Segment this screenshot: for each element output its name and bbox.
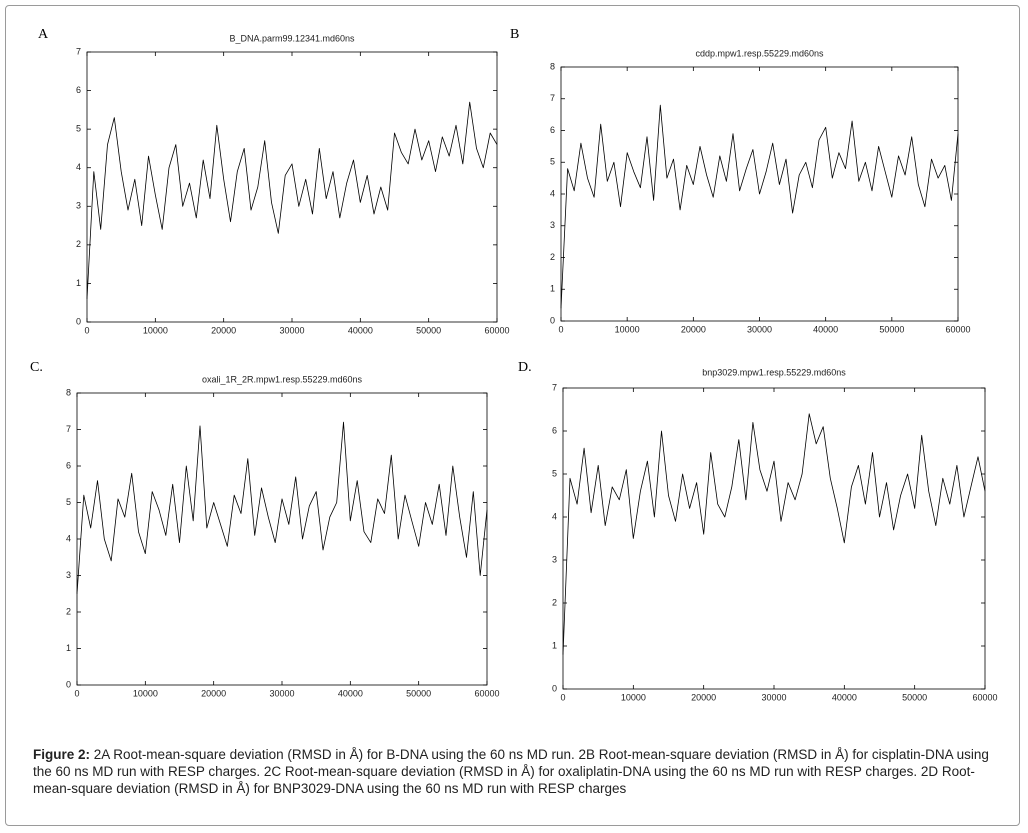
y-tick-label: 8 bbox=[66, 387, 71, 397]
x-tick-label: 20000 bbox=[201, 688, 226, 698]
x-tick-label: 10000 bbox=[143, 325, 168, 335]
y-tick-label: 6 bbox=[76, 85, 81, 95]
series-line bbox=[562, 413, 986, 655]
panel-label: B bbox=[510, 27, 519, 42]
caption-label: Figure 2: bbox=[33, 747, 91, 762]
y-tick-label: 7 bbox=[66, 424, 71, 434]
x-tick-label: 60000 bbox=[474, 688, 499, 698]
y-tick-label: 0 bbox=[76, 316, 81, 326]
figure-frame bbox=[5, 5, 1020, 826]
series-line bbox=[560, 104, 959, 309]
x-tick-label: 50000 bbox=[902, 692, 927, 702]
y-tick-label: 7 bbox=[76, 46, 81, 56]
chart-title: oxali_1R_2R.mpw1.resp.55229.md60ns bbox=[202, 374, 363, 384]
y-tick-label: 3 bbox=[66, 570, 71, 580]
x-tick-label: 10000 bbox=[615, 324, 640, 334]
x-tick-label: 30000 bbox=[269, 688, 294, 698]
y-tick-label: 0 bbox=[552, 683, 557, 693]
x-tick-label: 10000 bbox=[621, 692, 646, 702]
y-tick-label: 4 bbox=[550, 188, 555, 198]
y-tick-label: 1 bbox=[550, 284, 555, 294]
series-line bbox=[86, 101, 498, 299]
y-tick-label: 6 bbox=[66, 460, 71, 470]
y-tick-label: 1 bbox=[76, 278, 81, 288]
x-tick-label: 20000 bbox=[681, 324, 706, 334]
y-tick-label: 2 bbox=[552, 597, 557, 607]
x-tick-label: 10000 bbox=[133, 688, 158, 698]
y-tick-label: 4 bbox=[552, 511, 557, 521]
x-tick-label: 30000 bbox=[761, 692, 786, 702]
chart-title: cddp.mpw1.resp.55229.md60ns bbox=[695, 48, 824, 58]
x-tick-label: 60000 bbox=[945, 324, 970, 334]
y-tick-label: 8 bbox=[550, 61, 555, 71]
panel-label: C. bbox=[30, 360, 43, 375]
x-tick-label: 0 bbox=[74, 688, 79, 698]
plot-frame bbox=[562, 387, 986, 690]
y-tick-label: 3 bbox=[550, 220, 555, 230]
chart-title: bnp3029.mpw1.resp.55229.md60ns bbox=[702, 367, 846, 377]
y-tick-label: 5 bbox=[552, 468, 557, 478]
y-tick-label: 7 bbox=[552, 382, 557, 392]
plot-frame bbox=[76, 392, 488, 686]
y-tick-label: 5 bbox=[550, 157, 555, 167]
x-tick-label: 40000 bbox=[348, 325, 373, 335]
x-tick-label: 0 bbox=[560, 692, 565, 702]
x-tick-label: 50000 bbox=[879, 324, 904, 334]
x-tick-label: 0 bbox=[558, 324, 563, 334]
x-tick-label: 40000 bbox=[813, 324, 838, 334]
caption: Figure 2: 2A Root-mean-square deviation … bbox=[33, 746, 998, 797]
y-tick-label: 5 bbox=[66, 497, 71, 507]
chart-title: B_DNA.parm99.12341.md60ns bbox=[229, 33, 355, 43]
y-tick-label: 0 bbox=[66, 679, 71, 689]
x-tick-label: 20000 bbox=[691, 692, 716, 702]
y-tick-label: 6 bbox=[552, 425, 557, 435]
x-tick-label: 40000 bbox=[338, 688, 363, 698]
x-tick-label: 20000 bbox=[211, 325, 236, 335]
y-tick-label: 2 bbox=[550, 252, 555, 262]
x-tick-label: 0 bbox=[84, 325, 89, 335]
y-tick-label: 4 bbox=[76, 162, 81, 172]
y-tick-label: 1 bbox=[552, 640, 557, 650]
y-tick-label: 5 bbox=[76, 124, 81, 134]
y-tick-label: 7 bbox=[550, 93, 555, 103]
y-tick-label: 6 bbox=[550, 125, 555, 135]
x-tick-label: 50000 bbox=[406, 688, 431, 698]
y-tick-label: 2 bbox=[66, 606, 71, 616]
x-tick-label: 60000 bbox=[972, 692, 997, 702]
y-tick-label: 0 bbox=[550, 315, 555, 325]
y-tick-label: 1 bbox=[66, 643, 71, 653]
y-tick-label: 2 bbox=[76, 239, 81, 249]
plot-frame bbox=[86, 51, 498, 323]
caption-text: 2A Root-mean-square deviation (RMSD in Å… bbox=[33, 747, 989, 796]
x-tick-label: 60000 bbox=[484, 325, 509, 335]
panel-label: A bbox=[38, 27, 49, 42]
x-tick-label: 30000 bbox=[747, 324, 772, 334]
y-tick-label: 3 bbox=[552, 554, 557, 564]
y-tick-label: 3 bbox=[76, 201, 81, 211]
y-tick-label: 4 bbox=[66, 533, 71, 543]
panel-label: D. bbox=[518, 360, 532, 375]
x-tick-label: 30000 bbox=[279, 325, 304, 335]
x-tick-label: 40000 bbox=[832, 692, 857, 702]
series-line bbox=[76, 421, 488, 594]
x-tick-label: 50000 bbox=[416, 325, 441, 335]
